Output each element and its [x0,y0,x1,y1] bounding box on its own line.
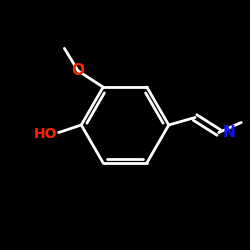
Text: HO: HO [34,127,58,141]
Text: N: N [222,125,235,140]
Text: O: O [72,63,85,78]
